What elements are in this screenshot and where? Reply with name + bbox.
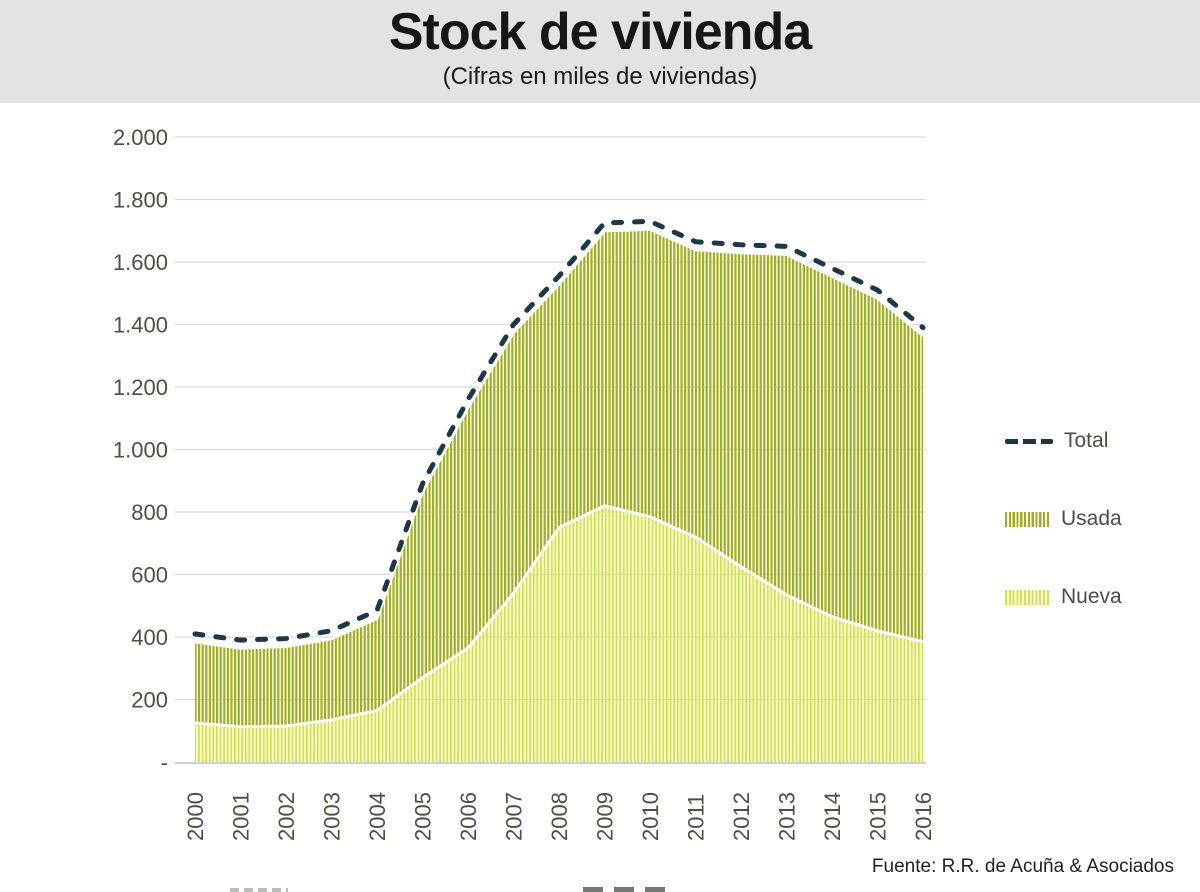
x-tick-label: 2010	[638, 792, 663, 841]
legend-item-total: Total	[1005, 428, 1195, 454]
total-dashed-line-swatch	[1005, 438, 1053, 444]
x-tick-label: 2006	[456, 792, 481, 841]
y-tick-label: 1.200	[113, 375, 168, 400]
legend-item-usada: Usada	[1005, 506, 1195, 532]
usada-area-outline	[194, 227, 924, 650]
y-tick-label: 400	[131, 625, 168, 650]
y-tick-label: 1.400	[113, 313, 168, 338]
x-tick-label: 2001	[229, 792, 254, 841]
nueva-area-outline	[194, 504, 924, 729]
y-tick-label: -	[161, 750, 168, 775]
page-subtitle: (Cifras en miles de viviendas)	[442, 63, 758, 90]
legend-label-nueva: Nueva	[1061, 585, 1122, 608]
cropped-bottom-fragment	[230, 888, 288, 892]
x-tick-label: 2015	[866, 792, 891, 841]
x-tick-label: 2012	[729, 792, 754, 841]
x-tick-label: 2003	[320, 792, 345, 841]
y-tick-label: 200	[131, 688, 168, 713]
x-tick-label: 2008	[547, 792, 572, 841]
y-tick-label: 1.800	[113, 188, 168, 213]
source-credit: Fuente: R.R. de Acuña & Asociados	[871, 856, 1174, 877]
x-tick-label: 2013	[775, 792, 800, 841]
legend-item-nueva: Nueva	[1005, 584, 1195, 610]
x-tick-label: 2005	[411, 792, 436, 841]
cropped-bottom-fragment	[583, 887, 669, 892]
x-tick-label: 2002	[274, 792, 299, 841]
usada-hatch-swatch	[1005, 511, 1050, 527]
y-tick-label: 1.600	[113, 250, 168, 275]
x-tick-label: 2009	[593, 792, 618, 841]
x-tick-label: 2004	[365, 792, 390, 841]
nueva-area	[195, 505, 923, 763]
y-tick-label: 2.000	[113, 125, 168, 150]
x-tick-label: 2011	[684, 794, 709, 841]
y-tick-label: 600	[131, 563, 168, 588]
total-line	[192, 218, 926, 643]
x-tick-label: 2014	[820, 792, 845, 841]
usada-area	[195, 229, 923, 727]
x-tick-label: 2007	[502, 792, 527, 841]
legend-label-usada: Usada	[1061, 507, 1122, 530]
y-tick-label: 800	[131, 500, 168, 525]
chart-header: Stock de vivienda (Cifras en miles de vi…	[0, 0, 1200, 103]
page-title: Stock de vivienda	[388, 3, 812, 61]
x-tick-label: 2016	[911, 792, 936, 841]
x-tick-label: 2000	[183, 792, 208, 841]
nueva-hatch-swatch	[1005, 589, 1050, 605]
legend: Total Usada Nueva	[1005, 428, 1195, 610]
y-tick-label: 1.000	[113, 438, 168, 463]
legend-label-total: Total	[1064, 429, 1109, 452]
